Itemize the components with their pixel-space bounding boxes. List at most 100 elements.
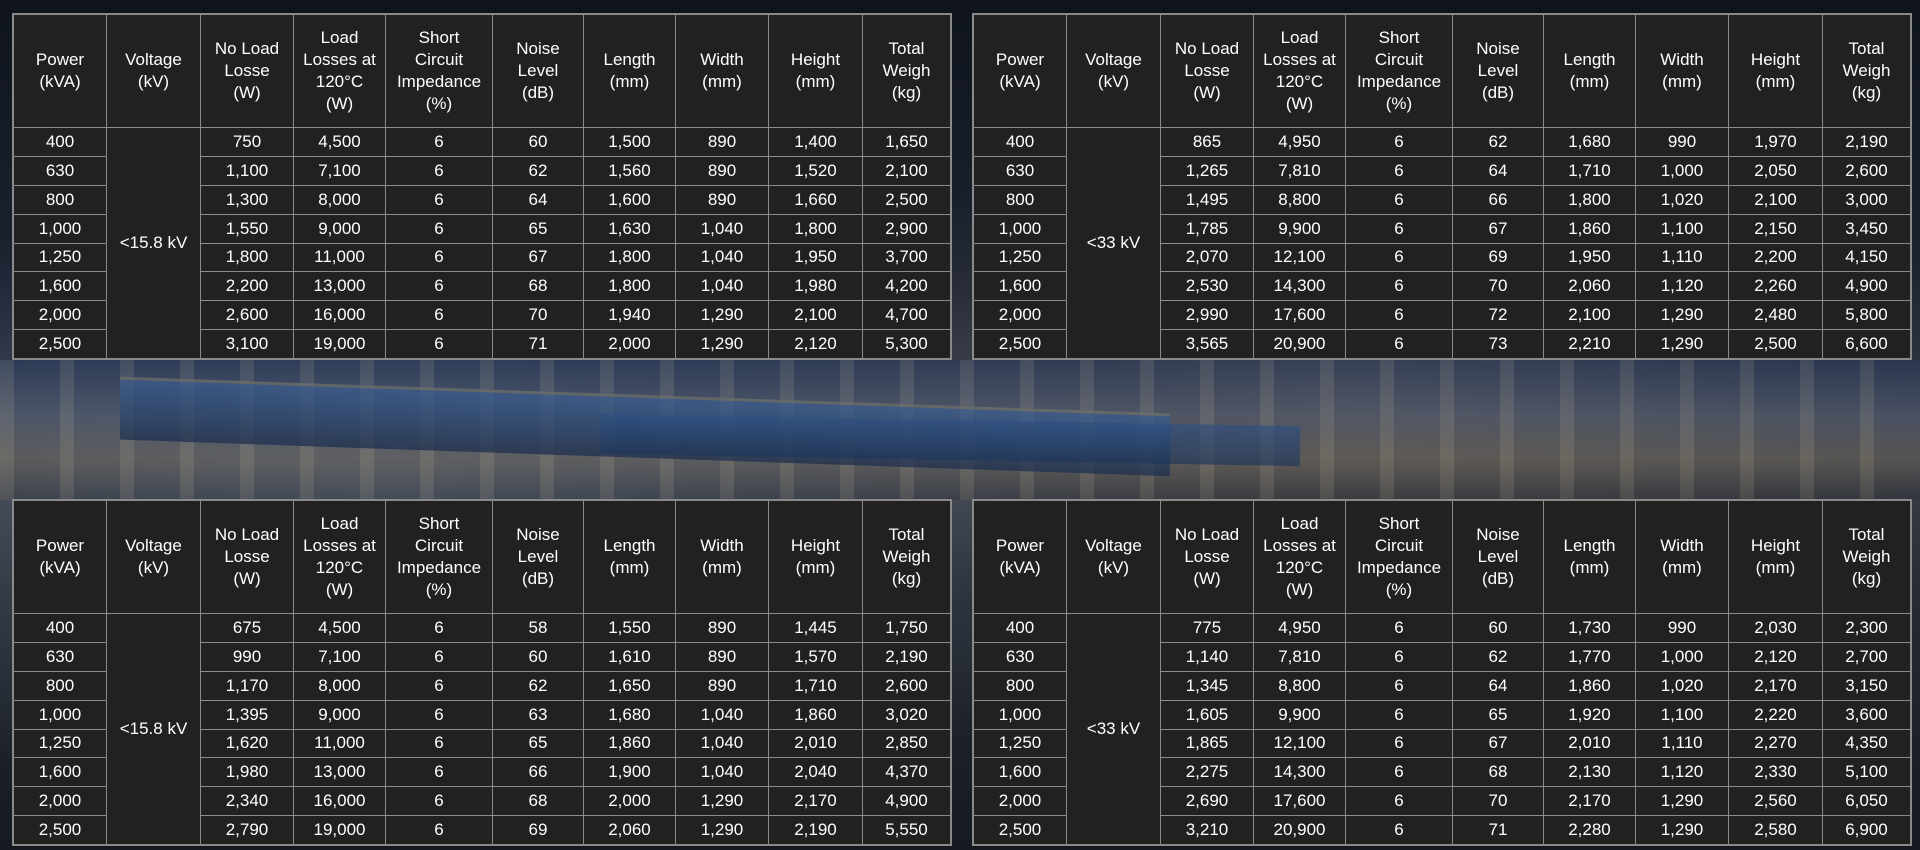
width-cell: 1,110	[1635, 242, 1729, 273]
height-cell: 2,190	[768, 815, 863, 845]
load-losses-cell: 8,800	[1253, 184, 1346, 215]
height-cell: 1,520	[768, 155, 863, 186]
length-cell: 2,170	[1543, 786, 1636, 817]
width-cell: 1,120	[1635, 271, 1729, 302]
length-cell: 1,650	[583, 670, 676, 701]
weight-cell: 5,550	[862, 815, 951, 845]
table-row: 400 <33 kV 775 4,950 6 60 1,730 990 2,030 2,300	[973, 613, 1911, 845]
noise-cell: 58	[492, 613, 584, 643]
voltage-cell: <33 kV	[1066, 613, 1161, 845]
noise-cell: 67	[1452, 728, 1544, 759]
no-load-losses-cell: 1,620	[200, 728, 294, 759]
column-header: Load Losses at 120°C (W)	[293, 500, 386, 614]
column-header: Length (mm)	[1543, 500, 1636, 614]
power-cell: 1,600	[973, 271, 1067, 302]
height-cell: 2,120	[768, 329, 863, 359]
power-cell: 630	[13, 641, 107, 672]
power-cell: 2,000	[973, 786, 1067, 817]
weight-cell: 2,900	[862, 213, 951, 244]
impedance-cell: 6	[385, 786, 493, 817]
load-losses-cell: 9,900	[1253, 699, 1346, 730]
impedance-cell: 6	[1345, 670, 1453, 701]
load-losses-cell: 7,810	[1253, 641, 1346, 672]
column-header: Short Circuit Impedance (%)	[1345, 14, 1453, 128]
width-cell: 1,000	[1635, 155, 1729, 186]
height-cell: 2,120	[1728, 641, 1823, 672]
impedance-cell: 6	[1345, 699, 1453, 730]
load-losses-cell: 7,810	[1253, 155, 1346, 186]
load-losses-cell: 8,800	[1253, 670, 1346, 701]
weight-cell: 6,600	[1822, 329, 1911, 359]
no-load-losses-cell: 1,550	[200, 213, 294, 244]
column-header: No Load Losse (W)	[200, 14, 294, 128]
column-header: Power (kVA)	[13, 500, 107, 614]
column-header: Power (kVA)	[973, 14, 1067, 128]
table-row: 400 <33 kV 865 4,950 6 62 1,680 990 1,970 2,190	[973, 127, 1911, 359]
length-cell: 1,560	[583, 155, 676, 186]
height-cell: 1,860	[768, 699, 863, 730]
length-cell: 1,920	[1543, 699, 1636, 730]
height-cell: 1,445	[768, 613, 863, 643]
power-cell: 2,000	[13, 786, 107, 817]
no-load-losses-cell: 1,495	[1160, 184, 1254, 215]
length-cell: 1,800	[583, 242, 676, 273]
no-load-losses-cell: 750	[200, 127, 294, 157]
width-cell: 890	[675, 613, 769, 643]
load-losses-cell: 8,000	[293, 184, 386, 215]
no-load-losses-cell: 1,785	[1160, 213, 1254, 244]
column-header: Voltage (kV)	[106, 500, 201, 614]
no-load-losses-cell: 1,140	[1160, 641, 1254, 672]
length-cell: 2,060	[1543, 271, 1636, 302]
width-cell: 890	[675, 184, 769, 215]
width-cell: 1,290	[1635, 300, 1729, 331]
impedance-cell: 6	[1345, 213, 1453, 244]
load-losses-cell: 9,900	[1253, 213, 1346, 244]
table-row: 630 1,140 7,810 6 62 1,770 1,000 2,120 2,700	[973, 641, 1911, 672]
no-load-losses-cell: 3,100	[200, 329, 294, 359]
column-header: Width (mm)	[675, 500, 769, 614]
load-losses-cell: 19,000	[293, 815, 386, 845]
length-cell: 1,630	[583, 213, 676, 244]
no-load-losses-cell: 1,395	[200, 699, 294, 730]
table-row: 400 <15.8 kV 750 4,500 6 60 1,500 890 1,400 1,650	[13, 127, 951, 359]
length-cell: 1,860	[1543, 213, 1636, 244]
noise-cell: 67	[492, 242, 584, 273]
table-header-row: Power (kVA) Voltage (kV) No Load Losse (W)…	[973, 500, 1911, 614]
impedance-cell: 6	[385, 213, 493, 244]
column-header: Total Weigh (kg)	[862, 500, 951, 614]
width-cell: 990	[1635, 613, 1729, 643]
impedance-cell: 6	[1345, 127, 1453, 157]
noise-cell: 62	[492, 670, 584, 701]
height-cell: 1,710	[768, 670, 863, 701]
width-cell: 890	[675, 670, 769, 701]
weight-cell: 6,050	[1822, 786, 1911, 817]
load-losses-cell: 4,500	[293, 127, 386, 157]
column-header: Noise Level (dB)	[492, 14, 584, 128]
impedance-cell: 6	[385, 613, 493, 643]
impedance-cell: 6	[385, 670, 493, 701]
power-cell: 2,500	[973, 815, 1067, 845]
noise-cell: 60	[492, 641, 584, 672]
width-cell: 1,120	[1635, 757, 1729, 788]
width-cell: 1,000	[1635, 641, 1729, 672]
height-cell: 2,170	[1728, 670, 1823, 701]
load-losses-cell: 11,000	[293, 242, 386, 273]
no-load-losses-cell: 3,210	[1160, 815, 1254, 845]
length-cell: 1,900	[583, 757, 676, 788]
column-header: Noise Level (dB)	[1452, 14, 1544, 128]
no-load-losses-cell: 2,990	[1160, 300, 1254, 331]
column-header: Noise Level (dB)	[1452, 500, 1544, 614]
power-cell: 2,500	[973, 329, 1067, 359]
impedance-cell: 6	[1345, 641, 1453, 672]
power-cell: 800	[13, 670, 107, 701]
noise-cell: 62	[492, 155, 584, 186]
noise-cell: 65	[1452, 699, 1544, 730]
weight-cell: 3,020	[862, 699, 951, 730]
spec-table: Power (kVA) Voltage (kV) No Load Losse (W)…	[13, 500, 951, 845]
length-cell: 1,860	[1543, 670, 1636, 701]
weight-cell: 3,150	[1822, 670, 1911, 701]
height-cell: 2,580	[1728, 815, 1823, 845]
no-load-losses-cell: 3,565	[1160, 329, 1254, 359]
length-cell: 2,210	[1543, 329, 1636, 359]
power-cell: 630	[973, 155, 1067, 186]
